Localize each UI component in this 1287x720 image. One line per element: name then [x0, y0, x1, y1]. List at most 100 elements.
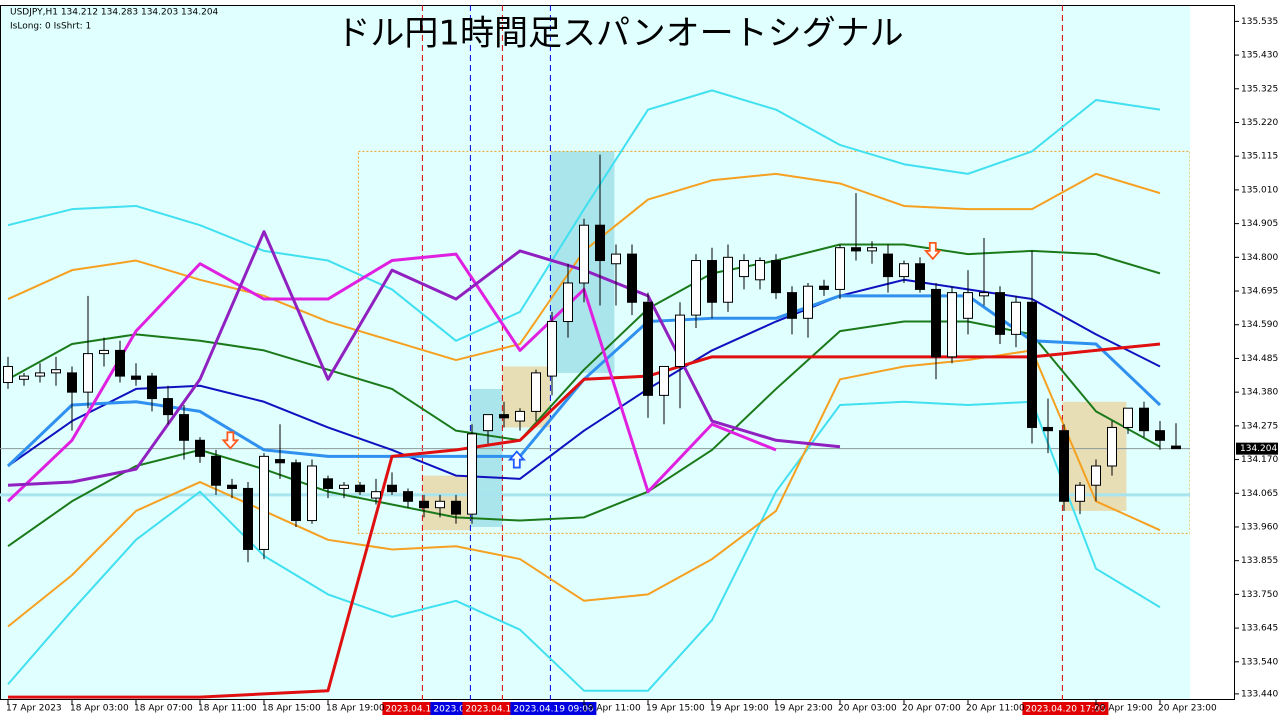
candle-body [771, 260, 781, 294]
candle-body [67, 372, 77, 393]
event-label: 2023.04.19 [465, 705, 517, 715]
candle-body [915, 263, 925, 290]
candle-body [611, 253, 621, 265]
candle-body [547, 321, 557, 377]
x-tick-label: 18 Apr 15:00 [262, 704, 321, 714]
candle-body [963, 292, 973, 319]
event-label-box [382, 702, 439, 715]
candle-body [19, 375, 29, 380]
y-tick-label: 134.800 [1241, 253, 1278, 263]
candle-body [227, 484, 237, 489]
y-tick-label: 135.220 [1241, 118, 1278, 128]
candle-body [787, 292, 797, 319]
y-tick-label: 135.430 [1241, 51, 1278, 61]
y-tick-label: 135.115 [1241, 152, 1278, 162]
candle-body [99, 349, 109, 355]
x-tick-label: 19 Apr 15:00 [646, 704, 705, 714]
indicator-line [7, 230, 841, 487]
y-tick-label: 134.380 [1241, 388, 1278, 398]
candle-body [1139, 407, 1149, 432]
event-label-box [1022, 702, 1109, 715]
candle-body [835, 247, 845, 290]
x-tick-label: 18 Apr 07:00 [134, 704, 193, 714]
signal-arrow [923, 241, 942, 261]
candle-body [739, 260, 749, 278]
x-tick-label: 19 Apr 11:00 [582, 704, 641, 714]
candle-body [499, 414, 509, 419]
candle-body [995, 292, 1005, 335]
x-tick-label: 18 Apr 19:00 [326, 704, 385, 714]
plot-layer [0, 5, 1190, 700]
candle-body [883, 253, 893, 278]
candle-body [3, 365, 13, 384]
x-tick-label: 20 Apr 23:00 [1158, 704, 1217, 714]
candle-body [851, 247, 861, 252]
candle-body [1155, 430, 1165, 441]
indicator-line [6, 252, 777, 503]
candle-body [275, 459, 285, 464]
x-tick-label: 19 Apr 23:00 [774, 704, 833, 714]
status: IsLong: 0 IsShrt: 1 [10, 22, 91, 32]
candle-body [179, 414, 189, 441]
y-tick-label: 133.440 [1241, 689, 1278, 699]
candle-body [211, 455, 221, 486]
candle-body [579, 224, 589, 284]
candle-body [643, 301, 653, 396]
candle-body [163, 398, 173, 416]
signal-arrow [507, 450, 526, 469]
event-label-box [430, 702, 467, 715]
candle-body [371, 491, 381, 499]
candle-body [147, 375, 157, 400]
y-tick-label: 134.485 [1241, 354, 1278, 364]
x-tick-label: 20 Apr 03:00 [838, 704, 897, 714]
indicator-line [7, 349, 1161, 628]
y-tick-label: 134.590 [1241, 320, 1278, 330]
y-tick-label: 135.010 [1241, 185, 1278, 195]
candle-body [707, 260, 717, 303]
x-tick-label: 17 Apr 2023 [6, 704, 62, 714]
event-label: 2023.04.19 [385, 705, 437, 715]
candle-body [83, 353, 93, 393]
indicator-line [7, 89, 1161, 342]
candle-body [1043, 426, 1053, 432]
candle-body [723, 256, 733, 303]
candle-body [659, 365, 669, 396]
candle-body [35, 372, 45, 377]
range-box [357, 150, 1190, 534]
y-tick-label: 135.325 [1241, 84, 1278, 94]
y-tick-label: 133.645 [1241, 624, 1278, 634]
x-tick-label: 18 Apr 03:00 [70, 704, 129, 714]
indicator-line [7, 243, 1161, 442]
y-tick-label: 133.750 [1241, 590, 1278, 600]
y-tick-label: 135.535 [1241, 17, 1278, 27]
y-tick-label: 133.540 [1241, 657, 1278, 667]
candle-body [451, 500, 461, 515]
candle-body [483, 414, 493, 432]
x-tick-label: 19 Apr 19:00 [710, 704, 769, 714]
y-tick-label: 134.170 [1241, 455, 1278, 465]
candle-body [1059, 430, 1069, 502]
candle-body [1027, 301, 1037, 428]
candle-body [531, 372, 541, 412]
indicator-line [8, 342, 1161, 699]
y-tick-label: 133.960 [1241, 522, 1278, 532]
candle-body [899, 263, 909, 278]
candle-body [355, 484, 365, 493]
plot-frame [0, 5, 1235, 700]
candle-body [339, 484, 349, 489]
event-label-box [462, 702, 519, 715]
x-tick-label: 20 Apr 19:00 [1094, 704, 1153, 714]
y-tick-label: 134.905 [1241, 219, 1278, 229]
candle-body [387, 484, 397, 493]
event-label: 2023.04.19 09:00 [513, 705, 594, 715]
candle-body [1011, 301, 1021, 335]
signal-zone [422, 475, 471, 531]
candle-body [435, 500, 445, 509]
candle-body [1075, 484, 1085, 502]
candle-body [1091, 465, 1101, 486]
candle-body [947, 292, 957, 358]
candle-body [819, 285, 829, 290]
